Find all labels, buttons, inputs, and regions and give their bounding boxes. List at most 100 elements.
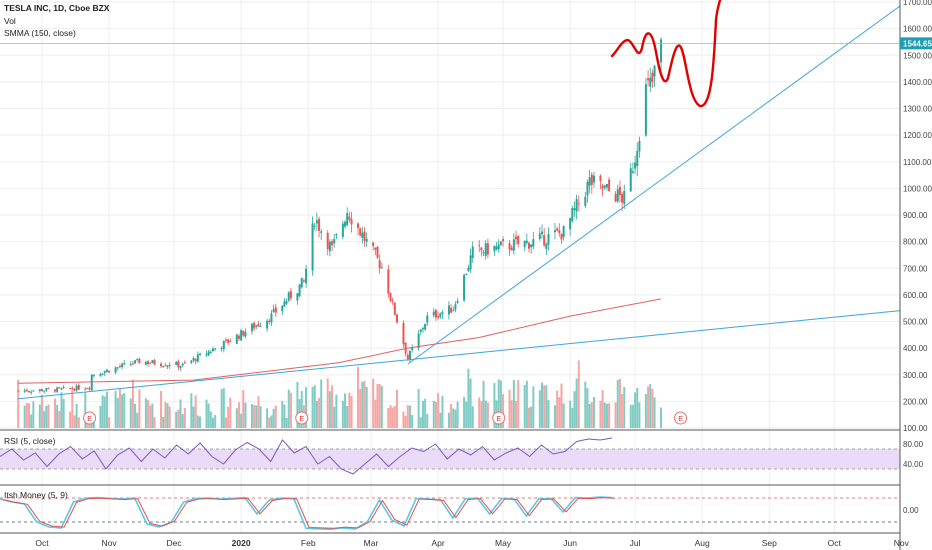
price-tick-label: 800.00 <box>903 238 928 247</box>
volume-bar <box>209 411 212 428</box>
candle-body <box>361 232 364 238</box>
time-axis[interactable]: Oct Nov Dec 2020 Feb Mar Apr May Jun Jul Aug Sep Oct… <box>0 532 910 548</box>
earnings-marker[interactable]: E <box>83 411 97 425</box>
candle-body <box>502 239 505 242</box>
earnings-marker[interactable]: E <box>674 411 688 425</box>
volume-bar <box>452 408 455 428</box>
volume-bar <box>389 405 392 428</box>
volume-bar <box>320 379 323 428</box>
volume-bar <box>244 402 247 428</box>
volume-bar <box>623 387 626 428</box>
price-tick-label: 1500.00 <box>903 51 932 60</box>
candle-body <box>108 370 111 373</box>
volume-bar <box>114 390 117 428</box>
volume-bar <box>192 406 195 428</box>
wt-legend[interactable]: Itsh Money (5, 9) <box>4 490 68 500</box>
volume-bar <box>229 397 232 428</box>
volume-bar <box>199 416 202 428</box>
volume-bar <box>101 395 104 428</box>
time-tick-label: Oct <box>35 538 49 548</box>
volume-bar <box>348 392 351 428</box>
smma-legend[interactable]: SMMA (150, close) <box>4 28 76 38</box>
volume-bar <box>266 408 269 428</box>
candle-body <box>211 348 214 352</box>
earnings-marker[interactable]: E <box>492 411 506 425</box>
volume-bar <box>454 409 457 428</box>
candle-body <box>333 239 336 244</box>
candle-body <box>75 385 78 391</box>
time-tick-label: May <box>495 538 512 548</box>
earnings-circle <box>295 411 309 425</box>
candle-body <box>45 388 48 391</box>
candle-body <box>328 241 331 252</box>
candle-body <box>136 358 139 360</box>
candle-body <box>618 186 621 196</box>
volume-bar <box>168 406 171 428</box>
volume-bar <box>274 405 277 428</box>
volume-bar <box>138 389 141 428</box>
candle-body <box>647 78 650 81</box>
time-tick-label: Dec <box>166 538 182 548</box>
candle-body <box>116 367 119 369</box>
candle-body <box>58 387 61 389</box>
volume-bar <box>23 405 26 428</box>
candle-body <box>486 243 489 255</box>
volume-bar <box>149 405 152 428</box>
time-tick-label: Apr <box>431 538 444 548</box>
volume-bar <box>45 405 48 428</box>
candle-body <box>447 305 450 315</box>
volume-bar <box>605 403 608 428</box>
volume-bar <box>311 386 314 428</box>
candle-body <box>289 291 292 299</box>
earnings-marker[interactable]: E <box>295 411 309 425</box>
freehand-path <box>610 0 722 108</box>
candle-body <box>391 300 394 302</box>
volume-bar <box>134 403 137 428</box>
volume-bar <box>523 384 526 428</box>
volume-bar <box>222 388 225 428</box>
volume-bar <box>437 393 440 428</box>
volume-bar <box>41 394 43 428</box>
candle-body <box>631 171 634 173</box>
candle-body <box>573 208 576 210</box>
candle-body <box>439 313 442 317</box>
volume-bar <box>326 378 329 428</box>
volume-bar <box>99 405 102 428</box>
volume-bar <box>575 378 578 428</box>
candle-body <box>393 302 396 315</box>
volume-bar <box>123 393 126 428</box>
candle-body <box>441 312 444 315</box>
candle-body <box>649 77 652 87</box>
candle-body <box>495 246 498 250</box>
rsi-legend[interactable]: RSI (5, close) <box>4 436 56 446</box>
volume-bar <box>530 406 533 428</box>
volume-bar <box>75 403 78 428</box>
volume-bar <box>618 378 621 428</box>
wt-line-2 <box>2 497 616 529</box>
candle-body <box>237 335 240 339</box>
symbol-title[interactable]: TESLA INC, 1D, Cboe BZX <box>4 3 110 13</box>
earnings-label: E <box>299 416 304 423</box>
volume-bar <box>190 393 193 428</box>
earnings-circle <box>83 411 97 425</box>
price-axis[interactable]: 1700.00 1600.00 1500.00 1400.00 1300.00 1200.… <box>899 0 932 550</box>
volume-bar <box>350 395 353 428</box>
volume-bar <box>32 401 35 428</box>
vol-legend[interactable]: Vol <box>4 16 16 26</box>
volume-bar <box>493 383 496 428</box>
candle-body <box>43 390 46 392</box>
volume-bar <box>17 379 20 428</box>
candle-body <box>121 363 124 368</box>
candle-body <box>623 191 626 204</box>
candle-body <box>614 193 617 202</box>
candle-body <box>220 347 223 350</box>
volume-bar <box>372 378 375 428</box>
candle-body <box>222 340 225 350</box>
volume-bar <box>116 398 119 428</box>
volume-bar <box>484 400 487 428</box>
candle-body <box>629 168 632 192</box>
volume-bar <box>211 417 214 428</box>
candle-body <box>296 293 299 301</box>
